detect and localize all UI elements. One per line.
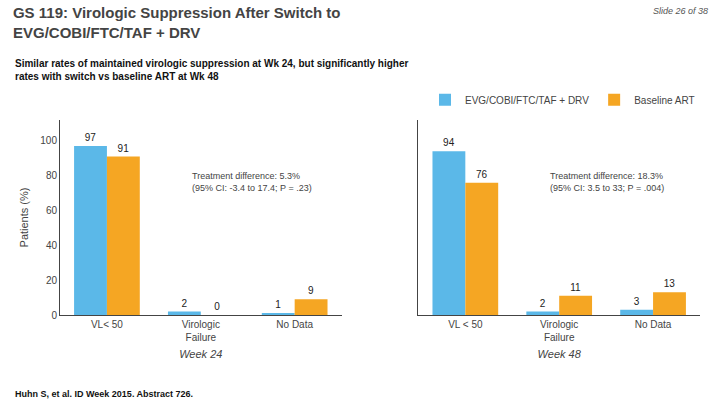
svg-text:EVG/COBI/FTC/TAF + DRV: EVG/COBI/FTC/TAF + DRV	[465, 95, 589, 106]
svg-text:Week 48: Week 48	[538, 348, 582, 360]
svg-text:94: 94	[443, 137, 455, 148]
svg-text:91: 91	[118, 143, 130, 154]
svg-text:Slide 26 of 38: Slide 26 of 38	[653, 6, 708, 16]
svg-text:97: 97	[85, 132, 97, 143]
svg-text:Week 24: Week 24	[179, 348, 222, 360]
svg-text:13: 13	[664, 278, 676, 289]
svg-text:0: 0	[214, 301, 220, 312]
svg-text:1: 1	[275, 299, 281, 310]
svg-text:VirologicFailure: VirologicFailure	[182, 319, 220, 343]
svg-text:40: 40	[46, 240, 58, 251]
svg-text:VL< 50: VL< 50	[91, 319, 123, 330]
svg-text:60: 60	[46, 205, 58, 216]
svg-text:100: 100	[40, 135, 57, 146]
svg-text:Treatment difference: 5.3%(95%: Treatment difference: 5.3%(95% CI: -3.4 …	[192, 171, 312, 193]
svg-text:3: 3	[634, 296, 640, 307]
svg-text:20: 20	[46, 275, 58, 286]
svg-text:GS 119: Virologic Suppression: GS 119: Virologic Suppression After Swit…	[13, 4, 341, 41]
svg-text:Treatment difference: 18.3%(95: Treatment difference: 18.3%(95% CI: 3.5 …	[550, 171, 664, 193]
svg-text:76: 76	[476, 169, 488, 180]
svg-text:Baseline ART: Baseline ART	[634, 95, 694, 106]
svg-text:VirologicFailure: VirologicFailure	[540, 319, 578, 343]
svg-text:9: 9	[308, 285, 314, 296]
svg-text:VL < 50: VL < 50	[448, 319, 483, 330]
svg-text:2: 2	[540, 298, 546, 309]
svg-text:80: 80	[46, 170, 58, 181]
svg-text:0: 0	[51, 310, 57, 321]
svg-text:Similar rates of maintained vi: Similar rates of maintained virologic su…	[15, 58, 409, 82]
svg-text:Patients (%): Patients (%)	[18, 188, 30, 248]
svg-text:No Data: No Data	[276, 319, 313, 330]
svg-text:2: 2	[181, 298, 187, 309]
svg-text:No Data: No Data	[635, 319, 672, 330]
svg-text:11: 11	[570, 282, 581, 293]
svg-text:Huhn S, et al. ID Week 2015. A: Huhn S, et al. ID Week 2015. Abstract 72…	[15, 389, 193, 399]
